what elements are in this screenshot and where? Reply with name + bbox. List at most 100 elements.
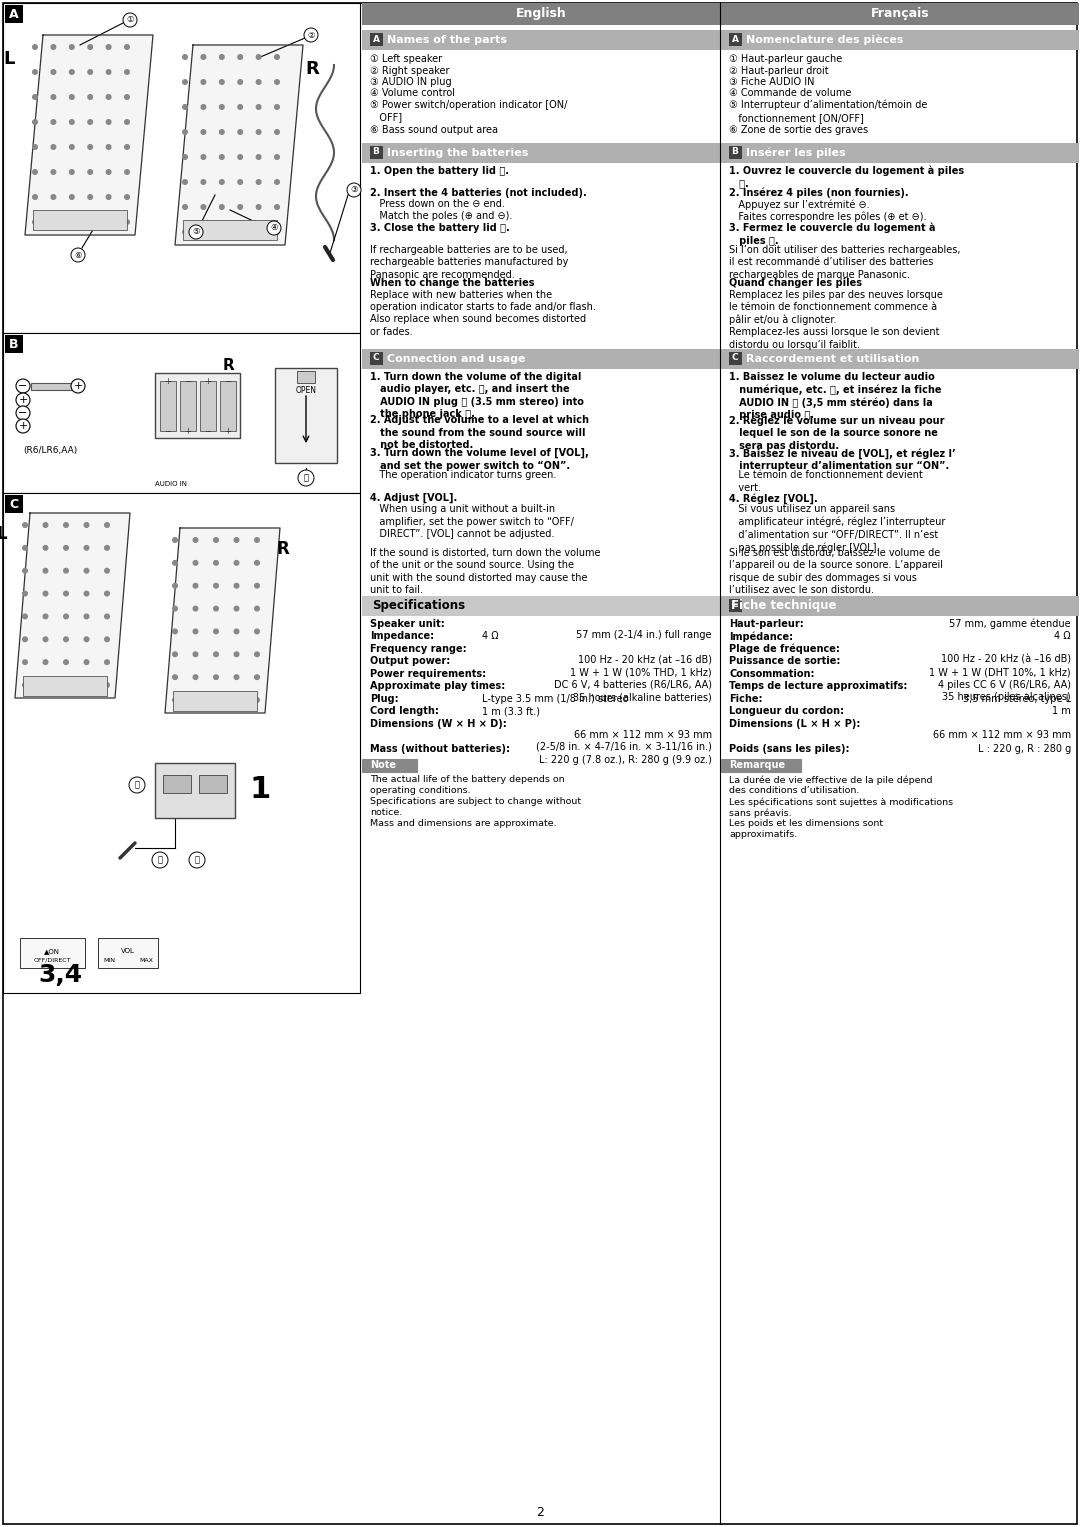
Text: 4 piles CC 6 V (R6/LR6, AA): 4 piles CC 6 V (R6/LR6, AA) [939, 680, 1071, 690]
Circle shape [201, 205, 205, 209]
Text: DC 6 V, 4 batteries (R6/LR6, AA): DC 6 V, 4 batteries (R6/LR6, AA) [554, 680, 712, 690]
Text: ⑤ Power switch/operation indicator [ON/
   OFF]: ⑤ Power switch/operation indicator [ON/ … [370, 99, 567, 122]
Circle shape [87, 44, 93, 49]
Circle shape [71, 247, 85, 263]
Circle shape [274, 79, 280, 84]
Circle shape [51, 169, 56, 174]
Text: L: L [0, 525, 6, 544]
Circle shape [256, 55, 261, 60]
Text: C: C [373, 353, 379, 362]
Text: ▲ON: ▲ON [44, 948, 60, 954]
Circle shape [43, 522, 48, 527]
Circle shape [69, 169, 75, 174]
Text: 35 heures (piles alcalines): 35 heures (piles alcalines) [943, 692, 1071, 702]
Circle shape [124, 95, 130, 99]
Text: B: B [373, 147, 379, 156]
Text: 4 Ω: 4 Ω [482, 631, 499, 641]
Circle shape [16, 392, 30, 408]
Circle shape [256, 229, 261, 234]
Text: 2. Insérez 4 piles (non fournies).: 2. Insérez 4 piles (non fournies). [729, 188, 908, 199]
Text: Les spécifications sont sujettes à modifications: Les spécifications sont sujettes à modif… [729, 797, 954, 806]
Text: Specifications: Specifications [372, 599, 465, 612]
Circle shape [87, 119, 93, 124]
Text: Temps de lecture approximatifs:: Temps de lecture approximatifs: [729, 681, 907, 692]
Circle shape [274, 105, 280, 110]
Circle shape [105, 683, 109, 687]
Text: Si le son est distordu, baissez le volume de
l’appareil ou de la source sonore. : Si le son est distordu, baissez le volum… [729, 548, 943, 596]
Text: 1. Ouvrez le couvercle du logement à piles
   ⓐ.: 1. Ouvrez le couvercle du logement à pil… [729, 165, 964, 188]
Circle shape [201, 180, 205, 185]
Circle shape [173, 652, 177, 657]
Text: ⑥ Zone de sortie des graves: ⑥ Zone de sortie des graves [729, 125, 868, 134]
Text: sans préavis.: sans préavis. [729, 808, 792, 817]
Text: ②: ② [307, 31, 314, 40]
Bar [721, 3, 1079, 24]
Circle shape [238, 180, 243, 185]
Bar [297, 371, 315, 383]
Circle shape [219, 205, 225, 209]
Circle shape [87, 95, 93, 99]
Circle shape [105, 637, 109, 641]
Text: 3. Turn down the volume level of [VOL],
   and set the power switch to “ON”.: 3. Turn down the volume level of [VOL], … [370, 449, 589, 470]
Text: OFF/DIRECT: OFF/DIRECT [33, 957, 71, 964]
Bar [729, 599, 742, 611]
Circle shape [173, 538, 177, 542]
Text: Speaker unit:: Speaker unit: [370, 618, 445, 629]
Text: 1. Open the battery lid ⓐ.: 1. Open the battery lid ⓐ. [370, 165, 509, 176]
Circle shape [124, 220, 130, 224]
Text: If rechargeable batteries are to be used,
rechargeable batteries manufactured by: If rechargeable batteries are to be used… [370, 244, 568, 279]
Circle shape [255, 698, 259, 702]
Circle shape [189, 224, 203, 240]
Circle shape [274, 130, 280, 134]
Circle shape [23, 522, 27, 527]
Circle shape [267, 221, 281, 235]
Circle shape [274, 180, 280, 185]
Circle shape [201, 55, 205, 60]
Text: Inserting the batteries: Inserting the batteries [387, 148, 528, 157]
Circle shape [106, 145, 111, 150]
Circle shape [256, 154, 261, 159]
Text: ⑤: ⑤ [192, 228, 200, 237]
Circle shape [274, 205, 280, 209]
Circle shape [64, 637, 68, 641]
Circle shape [173, 606, 177, 611]
Circle shape [219, 79, 225, 84]
Circle shape [183, 180, 187, 185]
Circle shape [173, 560, 177, 565]
Text: English: English [515, 8, 566, 20]
Circle shape [152, 852, 168, 867]
Circle shape [84, 568, 89, 573]
Circle shape [193, 560, 198, 565]
Circle shape [106, 95, 111, 99]
Circle shape [234, 675, 239, 680]
Text: 35 hours (alkaline batteries): 35 hours (alkaline batteries) [573, 692, 712, 702]
Bar [362, 759, 417, 773]
Text: Si vous utilisez un appareil sans
   amplificateur intégré, réglez l’interrupteu: Si vous utilisez un appareil sans amplif… [729, 504, 945, 553]
Text: +: + [73, 382, 83, 391]
Bar [370, 351, 383, 365]
Circle shape [274, 229, 280, 234]
Text: Quand changer les piles: Quand changer les piles [729, 278, 862, 289]
Text: A: A [10, 8, 18, 20]
Text: +: + [164, 377, 172, 386]
Bar [362, 31, 720, 50]
Circle shape [298, 470, 314, 486]
Text: Si l’on doit utiliser des batteries rechargeables,
il est recommandé d’utiliser : Si l’on doit utiliser des batteries rech… [729, 244, 960, 279]
Circle shape [51, 44, 56, 49]
Bar [21, 938, 85, 968]
Circle shape [303, 27, 318, 43]
Text: 3. Baissez le niveau de [VOL], et réglez l’
   interrupteur d’alimentation sur “: 3. Baissez le niveau de [VOL], et réglez… [729, 449, 956, 472]
Text: 4. Adjust [VOL].: 4. Adjust [VOL]. [370, 493, 457, 502]
Bar [180, 382, 195, 431]
Circle shape [214, 652, 218, 657]
Circle shape [219, 180, 225, 185]
Circle shape [234, 698, 239, 702]
Bar [3, 3, 360, 333]
Circle shape [214, 560, 218, 565]
Circle shape [255, 583, 259, 588]
Circle shape [234, 629, 239, 634]
Circle shape [23, 660, 27, 664]
Text: operating conditions.: operating conditions. [370, 786, 471, 796]
Text: −: − [18, 382, 28, 391]
Bar [5, 495, 23, 513]
